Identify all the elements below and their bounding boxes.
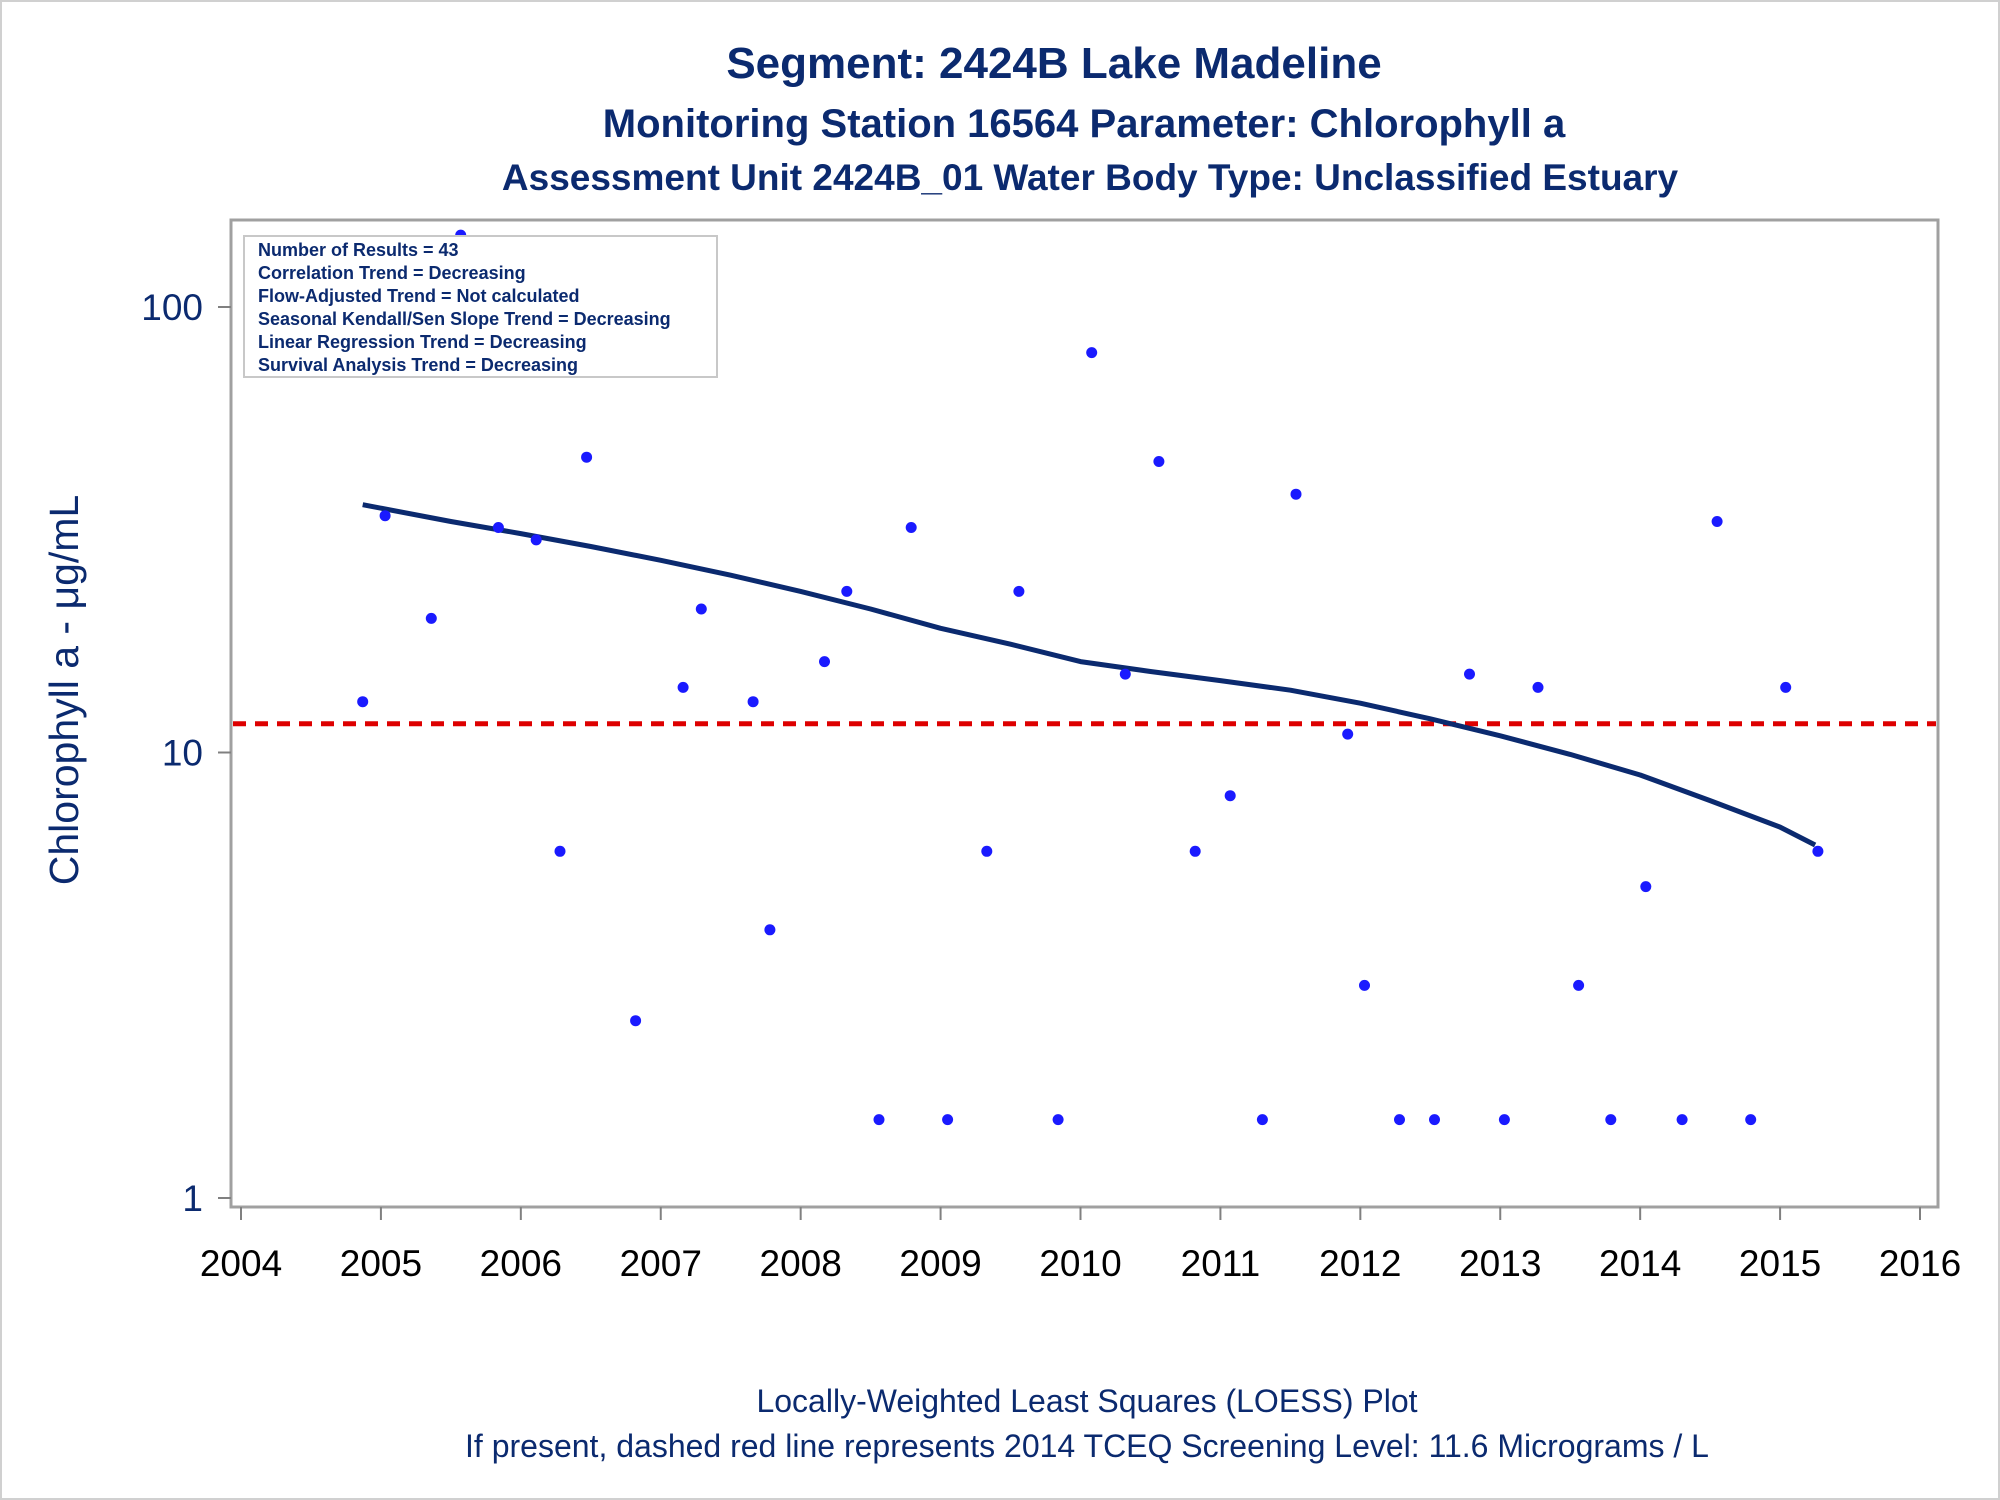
stats-line: Flow-Adjusted Trend = Not calculated	[258, 286, 580, 306]
data-point	[1342, 728, 1354, 740]
x-tick-label: 2011	[1181, 1243, 1261, 1284]
data-point	[819, 656, 830, 668]
data-point	[1052, 1114, 1064, 1126]
data-point	[630, 1015, 642, 1027]
data-point	[695, 603, 707, 615]
x-tick-label: 2004	[200, 1243, 282, 1284]
data-point	[1532, 681, 1544, 693]
data-point	[554, 845, 566, 857]
x-tick-label: 2009	[899, 1243, 981, 1284]
data-point	[1394, 1114, 1405, 1126]
data-point	[1429, 1114, 1440, 1126]
x-tick-label: 2006	[480, 1243, 562, 1284]
data-point	[1153, 456, 1165, 467]
data-point	[1189, 845, 1201, 857]
data-point	[1573, 979, 1585, 991]
data-point	[357, 696, 369, 708]
y-tick-label: 100	[141, 287, 203, 328]
data-point	[1498, 1114, 1510, 1126]
x-tick-label: 2010	[1039, 1243, 1121, 1284]
data-point	[1119, 668, 1131, 680]
data-point	[425, 612, 437, 624]
x-tick-label: 2014	[1599, 1243, 1681, 1284]
data-point	[764, 924, 776, 936]
y-tick-label: 10	[162, 733, 203, 774]
loess-line	[362, 502, 1817, 848]
data-points	[357, 229, 1824, 1126]
x-tick-label: 2015	[1739, 1243, 1821, 1284]
data-point	[1359, 979, 1370, 991]
y-axis-label: Chlorophyll a - μg/mL	[41, 495, 87, 886]
data-point	[1812, 845, 1824, 857]
loess-curve	[362, 502, 1817, 848]
data-point	[1640, 881, 1652, 893]
data-point	[1086, 347, 1098, 359]
data-point	[1224, 790, 1236, 802]
data-point	[1013, 585, 1025, 597]
stats-box: Number of Results = 43 Correlation Trend…	[243, 235, 718, 378]
chart-subtitle: Monitoring Station 16564 Parameter: Chlo…	[603, 102, 1566, 146]
data-point	[942, 1114, 954, 1126]
stats-line: Survival Analysis Trend = Decreasing	[258, 355, 578, 375]
x-tick-label: 2012	[1319, 1243, 1401, 1284]
footnote-screening-level: If present, dashed red line represents 2…	[465, 1428, 1709, 1464]
data-point	[492, 522, 504, 533]
x-tick-label: 2008	[760, 1243, 842, 1284]
data-point	[905, 522, 917, 533]
data-point	[873, 1114, 885, 1126]
x-tick-label: 2005	[340, 1243, 422, 1284]
data-point	[1780, 681, 1792, 693]
x-axis: 2004 2005 2006 2007 2008 2009 2010 2011 2012 2013…	[200, 1207, 1961, 1284]
data-point	[1290, 488, 1302, 500]
data-point	[1605, 1114, 1617, 1126]
data-point	[981, 845, 993, 857]
data-point	[1711, 516, 1723, 527]
stats-line: Number of Results = 43	[258, 240, 459, 260]
chart-subtitle-2: Assessment Unit 2424B_01 Water Body Type…	[502, 157, 1679, 198]
stats-line: Correlation Trend = Decreasing	[258, 263, 526, 283]
stats-line: Seasonal Kendall/Sen Slope Trend = Decre…	[258, 309, 671, 329]
data-point	[1745, 1114, 1757, 1126]
plot-area	[229, 218, 1940, 1209]
data-point	[747, 696, 759, 708]
data-point	[1256, 1114, 1268, 1126]
chart-title: Segment: 2424B Lake Madeline	[726, 39, 1381, 88]
data-point	[1464, 668, 1475, 680]
data-point	[677, 681, 689, 693]
data-point	[581, 451, 593, 463]
x-tick-label: 2016	[1879, 1243, 1961, 1284]
y-axis: 1 10 100	[141, 287, 231, 1219]
stats-line: Linear Regression Trend = Decreasing	[258, 332, 587, 352]
x-tick-label: 2013	[1459, 1243, 1541, 1284]
data-point	[530, 534, 542, 546]
y-tick-label: 1	[182, 1178, 203, 1219]
data-point	[841, 585, 853, 597]
data-point	[379, 510, 391, 522]
footnote-loess: Locally-Weighted Least Squares (LOESS) P…	[756, 1383, 1417, 1419]
x-tick-label: 2007	[620, 1243, 702, 1284]
data-point	[1676, 1114, 1688, 1126]
